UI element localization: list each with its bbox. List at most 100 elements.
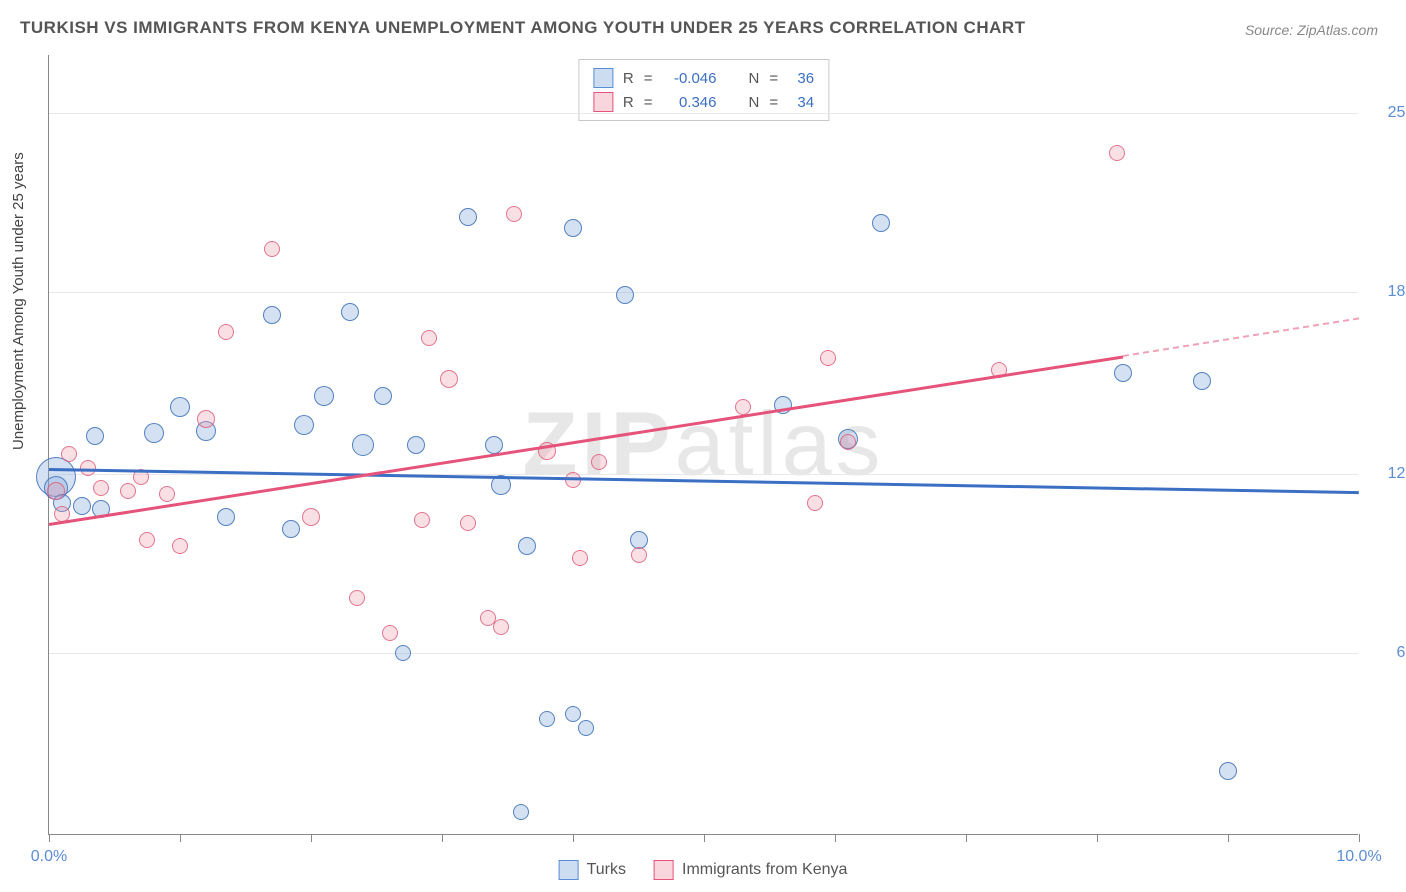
data-point[interactable]	[572, 550, 588, 566]
legend-swatch-pink-icon	[654, 860, 674, 880]
x-tick	[1097, 834, 1098, 842]
x-tick	[49, 834, 50, 842]
data-point[interactable]	[506, 206, 522, 222]
plot-area: ZIPatlas R = -0.046 N = 36 R = 0.346 N =	[48, 55, 1358, 835]
data-point[interactable]	[86, 427, 104, 445]
trend-line	[1123, 318, 1359, 358]
data-point[interactable]	[172, 538, 188, 554]
data-point[interactable]	[93, 480, 109, 496]
legend-swatch-pink	[593, 92, 613, 112]
data-point[interactable]	[374, 387, 392, 405]
legend-r-value-1: 0.346	[663, 94, 717, 111]
data-point[interactable]	[395, 645, 411, 661]
data-point[interactable]	[218, 324, 234, 340]
data-point[interactable]	[591, 454, 607, 470]
data-point[interactable]	[47, 482, 65, 500]
x-tick	[966, 834, 967, 842]
data-point[interactable]	[407, 436, 425, 454]
data-point[interactable]	[565, 706, 581, 722]
legend-label-kenya: Immigrants from Kenya	[682, 861, 847, 879]
legend-eq2: =	[769, 70, 778, 87]
y-tick-label: 6.3%	[1368, 644, 1406, 662]
data-point[interactable]	[840, 434, 856, 450]
data-point[interactable]	[1193, 372, 1211, 390]
legend-r-label2: R	[623, 94, 634, 111]
data-point[interactable]	[314, 386, 334, 406]
data-point[interactable]	[1109, 145, 1125, 161]
x-tick-label: 10.0%	[1336, 848, 1381, 866]
legend-series: Turks Immigrants from Kenya	[559, 860, 848, 880]
data-point[interactable]	[61, 446, 77, 462]
chart-title: TURKISH VS IMMIGRANTS FROM KENYA UNEMPLO…	[20, 18, 1026, 38]
data-point[interactable]	[872, 214, 890, 232]
x-tick	[180, 834, 181, 842]
data-point[interactable]	[282, 520, 300, 538]
x-tick	[573, 834, 574, 842]
data-point[interactable]	[460, 515, 476, 531]
data-point[interactable]	[263, 306, 281, 324]
data-point[interactable]	[513, 804, 529, 820]
legend-n-value-1: 34	[788, 94, 814, 111]
x-tick	[835, 834, 836, 842]
data-point[interactable]	[170, 397, 190, 417]
data-point[interactable]	[820, 350, 836, 366]
data-point[interactable]	[1219, 762, 1237, 780]
data-point[interactable]	[341, 303, 359, 321]
x-tick	[1359, 834, 1360, 842]
trend-line	[49, 355, 1124, 526]
data-point[interactable]	[518, 537, 536, 555]
x-tick	[442, 834, 443, 842]
data-point[interactable]	[440, 370, 458, 388]
data-point[interactable]	[616, 286, 634, 304]
gridline-h	[49, 653, 1358, 654]
data-point[interactable]	[382, 625, 398, 641]
data-point[interactable]	[302, 508, 320, 526]
data-point[interactable]	[264, 241, 280, 257]
legend-swatch-blue-icon	[559, 860, 579, 880]
legend-eq: =	[644, 70, 653, 87]
y-tick-label: 18.8%	[1368, 283, 1406, 301]
y-axis-label: Unemployment Among Youth under 25 years	[10, 152, 27, 450]
data-point[interactable]	[578, 720, 594, 736]
data-point[interactable]	[294, 415, 314, 435]
data-point[interactable]	[120, 483, 136, 499]
legend-eq4: =	[769, 94, 778, 111]
data-point[interactable]	[631, 547, 647, 563]
x-tick	[311, 834, 312, 842]
data-point[interactable]	[807, 495, 823, 511]
data-point[interactable]	[539, 711, 555, 727]
data-point[interactable]	[197, 410, 215, 428]
data-point[interactable]	[564, 219, 582, 237]
data-point[interactable]	[459, 208, 477, 226]
legend-item-turks[interactable]: Turks	[559, 860, 626, 880]
x-tick	[704, 834, 705, 842]
legend-row-kenya: R = 0.346 N = 34	[593, 90, 814, 114]
data-point[interactable]	[414, 512, 430, 528]
legend-r-label: R	[623, 70, 634, 87]
data-point[interactable]	[144, 423, 164, 443]
data-point[interactable]	[159, 486, 175, 502]
y-tick-label: 25.0%	[1368, 104, 1406, 122]
legend-n-label: N	[749, 70, 760, 87]
legend-label-turks: Turks	[587, 861, 626, 879]
legend-eq3: =	[644, 94, 653, 111]
data-point[interactable]	[493, 619, 509, 635]
chart-container: TURKISH VS IMMIGRANTS FROM KENYA UNEMPLO…	[0, 0, 1406, 892]
data-point[interactable]	[1114, 364, 1132, 382]
legend-correlation: R = -0.046 N = 36 R = 0.346 N = 34	[578, 59, 829, 121]
data-point[interactable]	[421, 330, 437, 346]
legend-item-kenya[interactable]: Immigrants from Kenya	[654, 860, 847, 880]
data-point[interactable]	[485, 436, 503, 454]
data-point[interactable]	[349, 590, 365, 606]
legend-swatch-blue	[593, 68, 613, 88]
x-tick	[1228, 834, 1229, 842]
data-point[interactable]	[352, 434, 374, 456]
data-point[interactable]	[139, 532, 155, 548]
data-point[interactable]	[73, 497, 91, 515]
gridline-h	[49, 292, 1358, 293]
source-label: Source: ZipAtlas.com	[1245, 22, 1378, 38]
data-point[interactable]	[217, 508, 235, 526]
x-tick-label: 0.0%	[31, 848, 67, 866]
legend-n-label2: N	[749, 94, 760, 111]
gridline-h	[49, 113, 1358, 114]
